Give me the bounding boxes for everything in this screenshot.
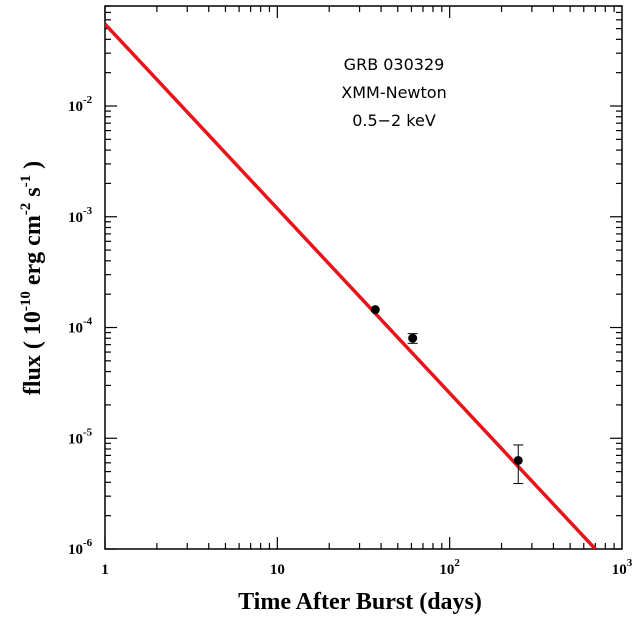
y-axis-title-mid2: s bbox=[20, 187, 46, 202]
y-axis-title-exp3: -1 bbox=[18, 175, 34, 188]
x-tick-base: 10 bbox=[612, 562, 627, 578]
y-axis-title-exp2: -2 bbox=[18, 203, 34, 216]
x-tick-label: 1 bbox=[101, 562, 109, 578]
y-tick-label: 10-4 bbox=[68, 316, 93, 337]
y-axis-title-mid1: erg cm bbox=[20, 215, 46, 291]
annotation-text: GRB 030329 bbox=[344, 55, 445, 74]
y-tick-exp: -4 bbox=[83, 316, 93, 328]
y-axis-title-suffix: ) bbox=[20, 161, 46, 175]
x-tick-exp: 2 bbox=[454, 557, 460, 569]
y-tick-label: 10-2 bbox=[68, 94, 93, 115]
y-tick-label: 10-3 bbox=[68, 205, 93, 226]
x-tick-base: 10 bbox=[270, 562, 285, 578]
y-axis-title-exp1: -10 bbox=[18, 291, 34, 311]
y-tick-base: 10 bbox=[68, 99, 83, 115]
y-tick-base: 10 bbox=[68, 542, 83, 558]
y-tick-exp: -6 bbox=[83, 537, 93, 549]
x-axis-title: Time After Burst (days) bbox=[238, 589, 482, 615]
x-tick-label: 10 bbox=[270, 562, 285, 578]
plot-frame bbox=[104, 5, 623, 550]
y-tick-label: 10-6 bbox=[68, 537, 93, 558]
y-tick-base: 10 bbox=[68, 431, 83, 447]
power-law-fit-line bbox=[105, 22, 597, 549]
annotation-text: 0.5−2 keV bbox=[352, 111, 436, 130]
y-axis-title: flux ( 10-10 erg cm-2 s-1 ) bbox=[18, 161, 46, 395]
x-tick-base: 10 bbox=[439, 562, 454, 578]
y-tick-base: 10 bbox=[68, 321, 83, 337]
y-axis-title-prefix: flux ( 10 bbox=[20, 311, 46, 395]
x-tick-exp: 3 bbox=[627, 557, 632, 569]
x-tick-base: 1 bbox=[101, 562, 109, 578]
axis-ticks bbox=[104, 5, 622, 550]
y-tick-label: 10-5 bbox=[68, 426, 93, 447]
annotation-text: XMM-Newton bbox=[341, 83, 446, 102]
x-tick-label: 102 bbox=[439, 557, 460, 578]
data-point bbox=[513, 455, 523, 465]
fit-line-group bbox=[105, 22, 597, 549]
y-tick-exp: -5 bbox=[83, 426, 93, 438]
data-point bbox=[370, 305, 380, 315]
annotation-group: GRB 030329 XMM-Newton 0.5−2 keV bbox=[341, 55, 446, 130]
data-points-group bbox=[370, 305, 524, 485]
data-point bbox=[408, 333, 418, 343]
y-tick-exp: -3 bbox=[83, 205, 93, 217]
y-tick-base: 10 bbox=[68, 210, 83, 226]
y-tick-exp: -2 bbox=[83, 94, 93, 106]
x-tick-label: 103 bbox=[612, 557, 632, 578]
